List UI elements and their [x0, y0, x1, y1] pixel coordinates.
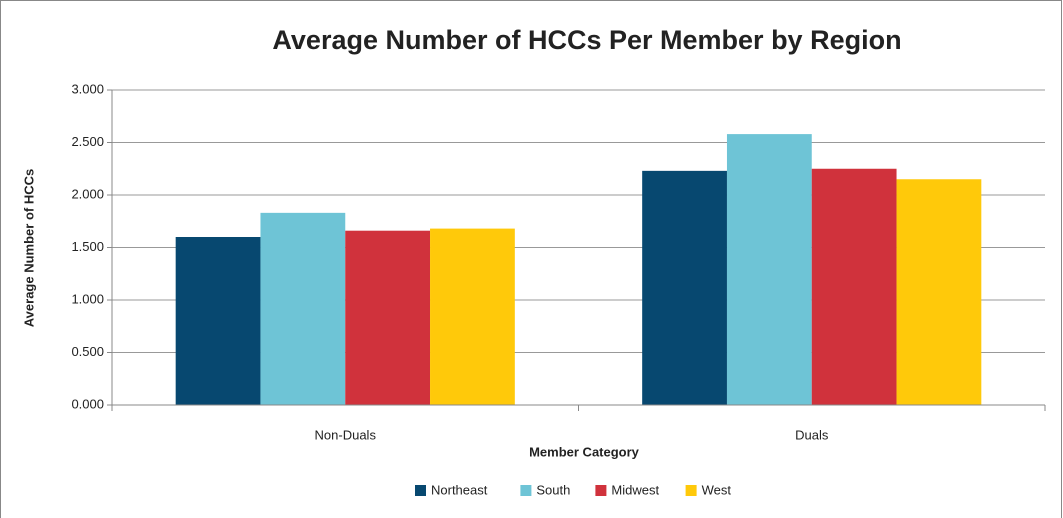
- legend-swatch: [520, 485, 532, 496]
- y-tick-label: 1.500: [71, 239, 104, 254]
- bar: [175, 237, 261, 405]
- x-axis-title: Member Category: [529, 444, 640, 459]
- bar: [345, 230, 431, 405]
- bar: [642, 170, 727, 405]
- y-tick-label: 0.500: [71, 344, 104, 359]
- x-tick-label: Non-Duals: [315, 427, 377, 442]
- y-tick-label: 2.500: [71, 134, 104, 149]
- y-tick-label: 3.000: [71, 81, 104, 96]
- bar: [896, 179, 982, 405]
- legend-swatch: [685, 485, 697, 496]
- bar: [430, 228, 515, 405]
- bar: [726, 134, 812, 405]
- y-tick-label: 2.000: [71, 186, 104, 201]
- legend-label: Northeast: [431, 482, 488, 497]
- x-tick-label: Duals: [795, 427, 829, 442]
- legend-swatch: [595, 485, 607, 496]
- y-axis-title: Average Number of HCCs: [21, 169, 36, 327]
- chart-title: Average Number of HCCs Per Member by Reg…: [272, 25, 901, 55]
- legend-label: Midwest: [611, 482, 659, 497]
- legend-label: South: [536, 482, 570, 497]
- legend-swatch: [415, 485, 426, 496]
- bar: [260, 212, 346, 405]
- y-tick-label: 0.000: [71, 396, 104, 411]
- y-tick-label: 1.000: [71, 291, 104, 306]
- legend-label: West: [702, 482, 732, 497]
- bar: [811, 168, 897, 405]
